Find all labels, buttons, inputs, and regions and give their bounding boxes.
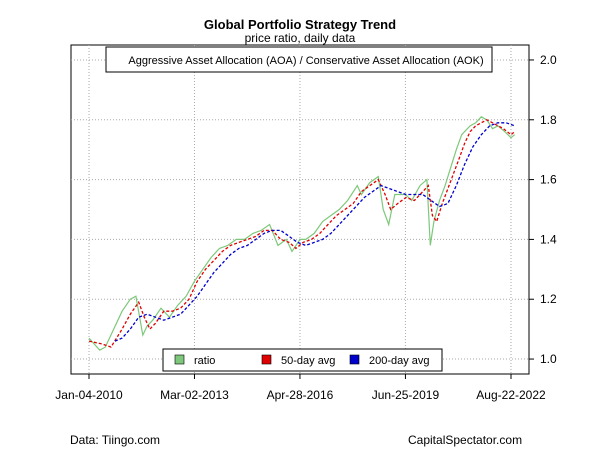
y-tick-label: 2.0: [540, 53, 557, 67]
axes: Jan-04-2010 Mar-02-2013 Apr-28-2016 Jun-25-…: [55, 53, 557, 402]
chart-subtitle: price ratio, daily data: [245, 31, 356, 45]
legend-label: 200-day avg: [369, 355, 430, 367]
y-tick-label: 1.4: [540, 232, 557, 246]
y-tick-label: 1.6: [540, 173, 557, 187]
x-tick-label: Jan-04-2010: [55, 388, 123, 402]
series-line-2: [114, 122, 515, 342]
annotation-box: [105, 46, 493, 73]
series-line-1: [88, 119, 516, 348]
legend-box: [162, 348, 443, 372]
legend-swatch: [349, 354, 360, 365]
legend-label: ratio: [194, 355, 215, 367]
footer-source: Data: Tiingo.com: [70, 433, 161, 447]
y-tick-label: 1.2: [540, 292, 557, 306]
series-line-0: [88, 116, 516, 351]
x-tick-label: Mar-02-2013: [160, 388, 229, 402]
annotation-text: Aggressive Asset Allocation (AOA) / Cons…: [128, 55, 483, 67]
legend-swatch: [174, 354, 185, 365]
chart-title: Global Portfolio Strategy Trend: [204, 17, 396, 32]
footer-site: CapitalSpectator.com: [408, 433, 523, 447]
legend-label: 50-day avg: [281, 355, 335, 367]
x-tick-label: Aug-22-2022: [476, 388, 546, 402]
series-layer: [88, 116, 516, 351]
y-tick-label: 1.8: [540, 113, 557, 127]
legend: ratio 50-day avg 200-day avg: [162, 348, 443, 372]
x-tick-label: Jun-25-2019: [372, 388, 440, 402]
legend-swatch: [261, 354, 272, 365]
x-tick-label: Apr-28-2016: [267, 388, 334, 402]
y-tick-label: 1.0: [540, 352, 557, 366]
